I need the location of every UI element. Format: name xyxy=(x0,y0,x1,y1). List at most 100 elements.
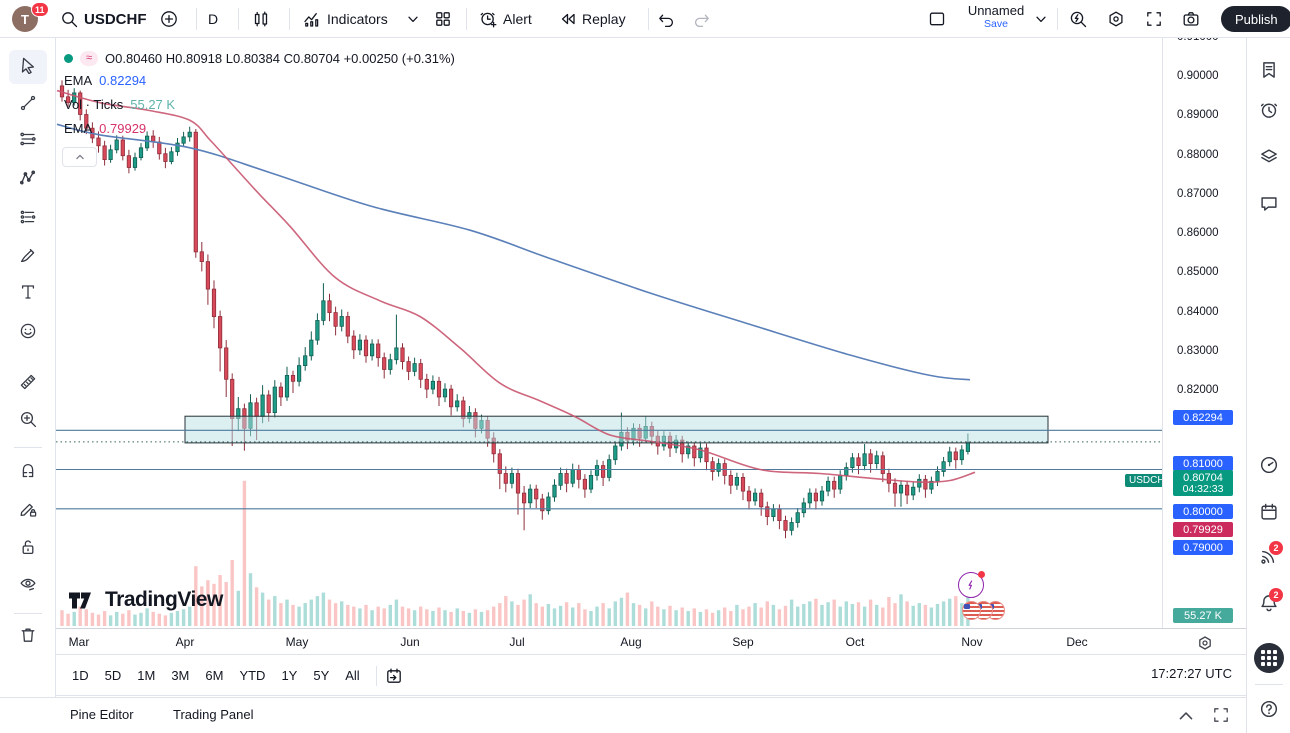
goto-date-button[interactable] xyxy=(385,657,403,695)
compare-add-button[interactable] xyxy=(160,0,178,38)
price-axis-label: 0.87000 xyxy=(1177,187,1219,200)
candle-body xyxy=(163,153,168,162)
forecast-tool[interactable] xyxy=(9,202,47,236)
publish-button[interactable]: Publish xyxy=(1221,6,1290,32)
settings-button[interactable] xyxy=(1107,0,1125,38)
time-axis[interactable]: Mar Apr May Jun Jul Aug Sep Oct Nov Dec xyxy=(56,628,1246,655)
trend-line-tool[interactable] xyxy=(9,88,47,122)
candle-body xyxy=(686,445,691,455)
candle-body xyxy=(795,512,800,523)
candle-body xyxy=(929,480,934,490)
drawing-mode-tool[interactable] xyxy=(9,494,47,528)
last-price-tag: 0.80704 04:32:33 xyxy=(1173,470,1233,496)
range-button-5y[interactable]: 5Y xyxy=(313,668,330,683)
volume-bar xyxy=(935,604,940,626)
price-chart[interactable] xyxy=(56,38,1162,628)
apps-menu[interactable] xyxy=(1254,643,1284,673)
pattern-tool[interactable] xyxy=(9,163,47,197)
candle-body xyxy=(96,137,101,147)
remove-drawings-tool[interactable] xyxy=(9,620,47,654)
sidebar-divider xyxy=(1255,684,1283,685)
layout-grid-button[interactable] xyxy=(434,0,452,38)
range-button-1y[interactable]: 1Y xyxy=(281,668,298,683)
symbol-search-button[interactable]: USDCHF xyxy=(60,0,147,38)
chart-style-button[interactable] xyxy=(252,0,270,38)
chart-area[interactable]: ≈ O0.80460 H0.80918 L0.80384 C0.80704 +0… xyxy=(56,38,1175,628)
volume-bar xyxy=(680,607,684,626)
layout-name-button[interactable]: Unnamed Save xyxy=(958,3,1034,30)
redo-button[interactable] xyxy=(693,0,711,38)
chat-panel[interactable] xyxy=(1254,191,1284,221)
brush-icon xyxy=(19,246,37,269)
pine-editor-tab[interactable]: Pine Editor xyxy=(70,707,134,722)
candle-body xyxy=(838,474,843,490)
cursor-tool[interactable] xyxy=(9,50,47,84)
event-lightning-icon[interactable] xyxy=(958,571,985,598)
volume-bar xyxy=(96,614,101,626)
panel-maximize-button[interactable] xyxy=(1212,706,1230,729)
candle-body xyxy=(746,490,752,502)
trading-panel-tab[interactable]: Trading Panel xyxy=(173,707,254,722)
price-axis[interactable]: 0.910000.900000.890000.880000.870000.860… xyxy=(1162,31,1246,628)
panel-expand-chevron[interactable] xyxy=(1176,706,1196,731)
indicators-button[interactable]: Indicators xyxy=(303,0,388,38)
candle-body xyxy=(157,141,162,155)
hide-drawings-tool[interactable] xyxy=(9,569,47,603)
magnet-icon xyxy=(19,461,37,484)
range-button-5d[interactable]: 5D xyxy=(104,668,122,683)
axis-settings-gear-icon[interactable] xyxy=(1196,634,1214,657)
range-button-all[interactable]: All xyxy=(345,668,360,683)
gauge-panel[interactable] xyxy=(1254,452,1284,482)
interval-button[interactable]: D xyxy=(208,0,218,38)
alert-button[interactable]: Alert xyxy=(479,0,532,38)
text-tool[interactable] xyxy=(9,277,47,311)
range-button-1m[interactable]: 1M xyxy=(137,668,156,683)
chat-icon xyxy=(1259,194,1279,219)
alerts-panel[interactable] xyxy=(1254,97,1284,127)
fib-retracement-tool[interactable] xyxy=(9,124,47,158)
smiley-icon xyxy=(19,322,37,345)
fullscreen-button[interactable] xyxy=(1145,0,1163,38)
utc-clock[interactable]: 17:27:27 UTC xyxy=(1151,666,1232,681)
help-menu[interactable] xyxy=(1254,696,1284,726)
range-button-ytd[interactable]: YTD xyxy=(239,668,266,683)
indicators-templates-caret[interactable] xyxy=(404,0,422,38)
legend-collapse-button[interactable] xyxy=(62,147,97,167)
measure-tool[interactable] xyxy=(9,367,47,401)
range-button-1d[interactable]: 1D xyxy=(72,668,89,683)
watchlist-panel[interactable] xyxy=(1254,57,1284,87)
candle-body xyxy=(424,378,429,390)
tradingview-logo-mark xyxy=(69,592,91,608)
calendar-panel[interactable] xyxy=(1254,499,1284,529)
candle-body xyxy=(832,480,837,490)
snapshot-button[interactable] xyxy=(1182,0,1200,38)
candle-body xyxy=(266,394,271,414)
brush-tool[interactable] xyxy=(9,240,47,274)
lock-drawings-tool[interactable] xyxy=(9,532,47,566)
quick-search-button[interactable] xyxy=(1069,0,1087,38)
notifications-panel[interactable]: 2 xyxy=(1254,587,1284,620)
undo-button[interactable] xyxy=(657,0,675,38)
replay-button[interactable]: Replay xyxy=(558,0,626,38)
layout-select-button[interactable] xyxy=(928,0,946,38)
magnet-tool[interactable] xyxy=(9,455,47,489)
layout-caret[interactable] xyxy=(1032,0,1050,38)
object-tree-panel[interactable] xyxy=(1254,144,1284,174)
save-link[interactable]: Save xyxy=(984,18,1008,30)
volume-bar xyxy=(163,615,168,626)
volume-bar xyxy=(911,605,915,626)
volume-bar xyxy=(771,604,776,626)
streams-panel[interactable]: 2 xyxy=(1254,540,1284,573)
volume-bar xyxy=(668,605,672,626)
symbol-legend-row[interactable]: ≈ O0.80460 H0.80918 L0.80384 C0.80704 +0… xyxy=(64,48,455,68)
zoom-in-tool[interactable] xyxy=(9,404,47,438)
indicator-legend-row[interactable]: EMA 0.79929 xyxy=(64,116,455,140)
emoji-tool[interactable] xyxy=(9,316,47,350)
range-button-3m[interactable]: 3M xyxy=(171,668,190,683)
range-button-6m[interactable]: 6M xyxy=(205,668,224,683)
volume-bar xyxy=(814,598,818,626)
indicator-legend-row[interactable]: Vol · Ticks 55.27 K xyxy=(64,92,455,116)
volume-bar xyxy=(905,601,909,626)
indicator-legend-row[interactable]: EMA 0.82294 xyxy=(64,68,455,92)
tradingview-logo[interactable]: TradingView xyxy=(68,588,223,612)
